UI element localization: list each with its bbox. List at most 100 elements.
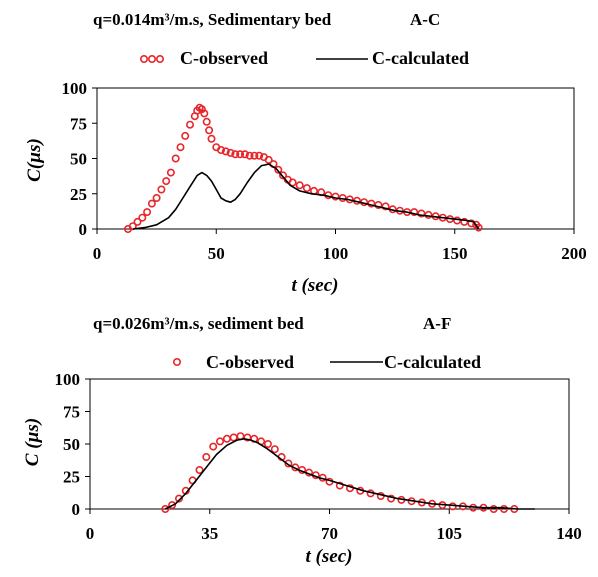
x-tick-label: 35 bbox=[201, 524, 218, 543]
data-point-observed bbox=[231, 150, 240, 159]
data-point-observed bbox=[250, 151, 259, 160]
data-point-observed bbox=[295, 181, 304, 190]
data-point-observed bbox=[143, 208, 152, 217]
data-point-observed bbox=[217, 146, 226, 155]
y-tick-label: 75 bbox=[70, 114, 87, 133]
data-point-observed bbox=[240, 150, 249, 159]
chart-title-right: A-F bbox=[423, 314, 451, 333]
x-tick-label: 100 bbox=[323, 244, 349, 263]
data-point-observed bbox=[171, 154, 180, 163]
legend-marker bbox=[173, 357, 182, 366]
chart-a-f: q=0.026m³/m.s, sediment bed A-F C-observ… bbox=[22, 314, 582, 567]
chart-title-left: q=0.014m³/m.s, Sedimentary bed bbox=[93, 10, 332, 29]
y-tick-label: 0 bbox=[72, 500, 81, 519]
legend-observed-label: C-observed bbox=[206, 352, 294, 372]
legend-marker bbox=[148, 54, 157, 63]
data-point-observed bbox=[186, 120, 195, 129]
y-tick-label: 75 bbox=[63, 403, 80, 422]
legend-observed-marker bbox=[173, 357, 182, 366]
data-point-observed bbox=[381, 202, 390, 211]
x-axis-label: t (sec) bbox=[292, 275, 339, 296]
data-point-observed bbox=[207, 134, 216, 143]
legend-marker bbox=[140, 54, 149, 63]
legend-observed-label: C-observed bbox=[180, 48, 268, 68]
data-point-observed bbox=[255, 151, 264, 160]
data-point-observed bbox=[270, 445, 279, 454]
plot-area bbox=[96, 87, 575, 230]
chart-title-right: A-C bbox=[410, 10, 440, 29]
plot-data bbox=[161, 432, 535, 513]
data-point-observed bbox=[417, 209, 426, 218]
legend-calculated-label: C-calculated bbox=[384, 352, 481, 372]
legend: C-observed C-calculated bbox=[140, 48, 469, 68]
x-tick-label: 0 bbox=[86, 524, 95, 543]
data-point-observed bbox=[460, 217, 469, 226]
x-tick-label: 150 bbox=[442, 244, 468, 263]
legend-marker bbox=[156, 54, 165, 63]
x-tick-label: 70 bbox=[321, 524, 338, 543]
chart-title-left: q=0.026m³/m.s, sediment bed bbox=[93, 314, 304, 333]
data-point-observed bbox=[166, 168, 175, 177]
y-tick-label: 25 bbox=[70, 185, 87, 204]
data-point-observed bbox=[387, 494, 396, 503]
data-point-observed bbox=[216, 437, 225, 446]
data-point-observed bbox=[335, 481, 344, 490]
data-point-observed bbox=[453, 216, 462, 225]
data-point-observed bbox=[168, 501, 177, 510]
y-tick-label: 0 bbox=[79, 220, 88, 239]
data-point-observed bbox=[157, 185, 166, 194]
data-point-observed bbox=[288, 178, 297, 187]
data-point-observed bbox=[264, 155, 273, 164]
y-tick-label: 50 bbox=[70, 150, 87, 169]
data-point-observed bbox=[202, 117, 211, 126]
y-tick-label: 100 bbox=[62, 79, 88, 98]
legend-observed-marker bbox=[140, 54, 165, 63]
data-point-observed bbox=[236, 150, 245, 159]
data-point-observed bbox=[489, 504, 498, 513]
axis-ticks: 0 50 100 150 200 0 25 50 75 100 bbox=[62, 79, 587, 263]
series-line-calculated bbox=[132, 163, 480, 230]
plot-data bbox=[124, 103, 483, 234]
series-line-calculated bbox=[164, 437, 535, 510]
data-point-observed bbox=[205, 126, 214, 135]
x-tick-label: 105 bbox=[437, 524, 463, 543]
data-point-observed bbox=[138, 213, 147, 222]
x-axis-label: t (sec) bbox=[306, 546, 353, 567]
data-point-observed bbox=[245, 151, 254, 160]
x-tick-label: 50 bbox=[208, 244, 225, 263]
data-point-observed bbox=[278, 171, 287, 180]
legend: C-observed C-calculated bbox=[173, 352, 481, 372]
data-point-observed bbox=[474, 223, 483, 232]
y-tick-label: 50 bbox=[63, 435, 80, 454]
data-point-observed bbox=[200, 109, 209, 118]
data-point-observed bbox=[274, 165, 283, 174]
chart-a-c: q=0.014m³/m.s, Sedimentary bed A-C C-obs… bbox=[24, 10, 587, 296]
legend-calculated-label: C-calculated bbox=[372, 48, 469, 68]
y-axis-label: C(µs) bbox=[24, 138, 45, 182]
data-point-observed bbox=[161, 504, 170, 513]
data-point-observed bbox=[229, 433, 238, 442]
x-tick-label: 140 bbox=[556, 524, 582, 543]
data-point-observed bbox=[222, 434, 231, 443]
data-point-observed bbox=[176, 143, 185, 152]
data-point-observed bbox=[195, 465, 204, 474]
data-point-observed bbox=[147, 199, 156, 208]
data-point-observed bbox=[221, 147, 230, 156]
data-point-observed bbox=[302, 184, 311, 193]
data-point-observed bbox=[181, 131, 190, 140]
axis-ticks: 0 35 70 105 140 0 25 50 75 100 bbox=[55, 370, 582, 543]
y-tick-label: 25 bbox=[63, 468, 80, 487]
data-point-observed bbox=[424, 210, 433, 219]
data-point-observed bbox=[202, 452, 211, 461]
data-point-observed bbox=[263, 439, 272, 448]
data-point-observed bbox=[175, 494, 184, 503]
data-point-observed bbox=[133, 217, 142, 226]
data-point-observed bbox=[152, 194, 161, 203]
data-point-observed bbox=[128, 222, 137, 231]
data-point-observed bbox=[410, 208, 419, 217]
data-point-observed bbox=[226, 148, 235, 157]
data-point-observed bbox=[374, 201, 383, 210]
x-tick-label: 200 bbox=[561, 244, 587, 263]
